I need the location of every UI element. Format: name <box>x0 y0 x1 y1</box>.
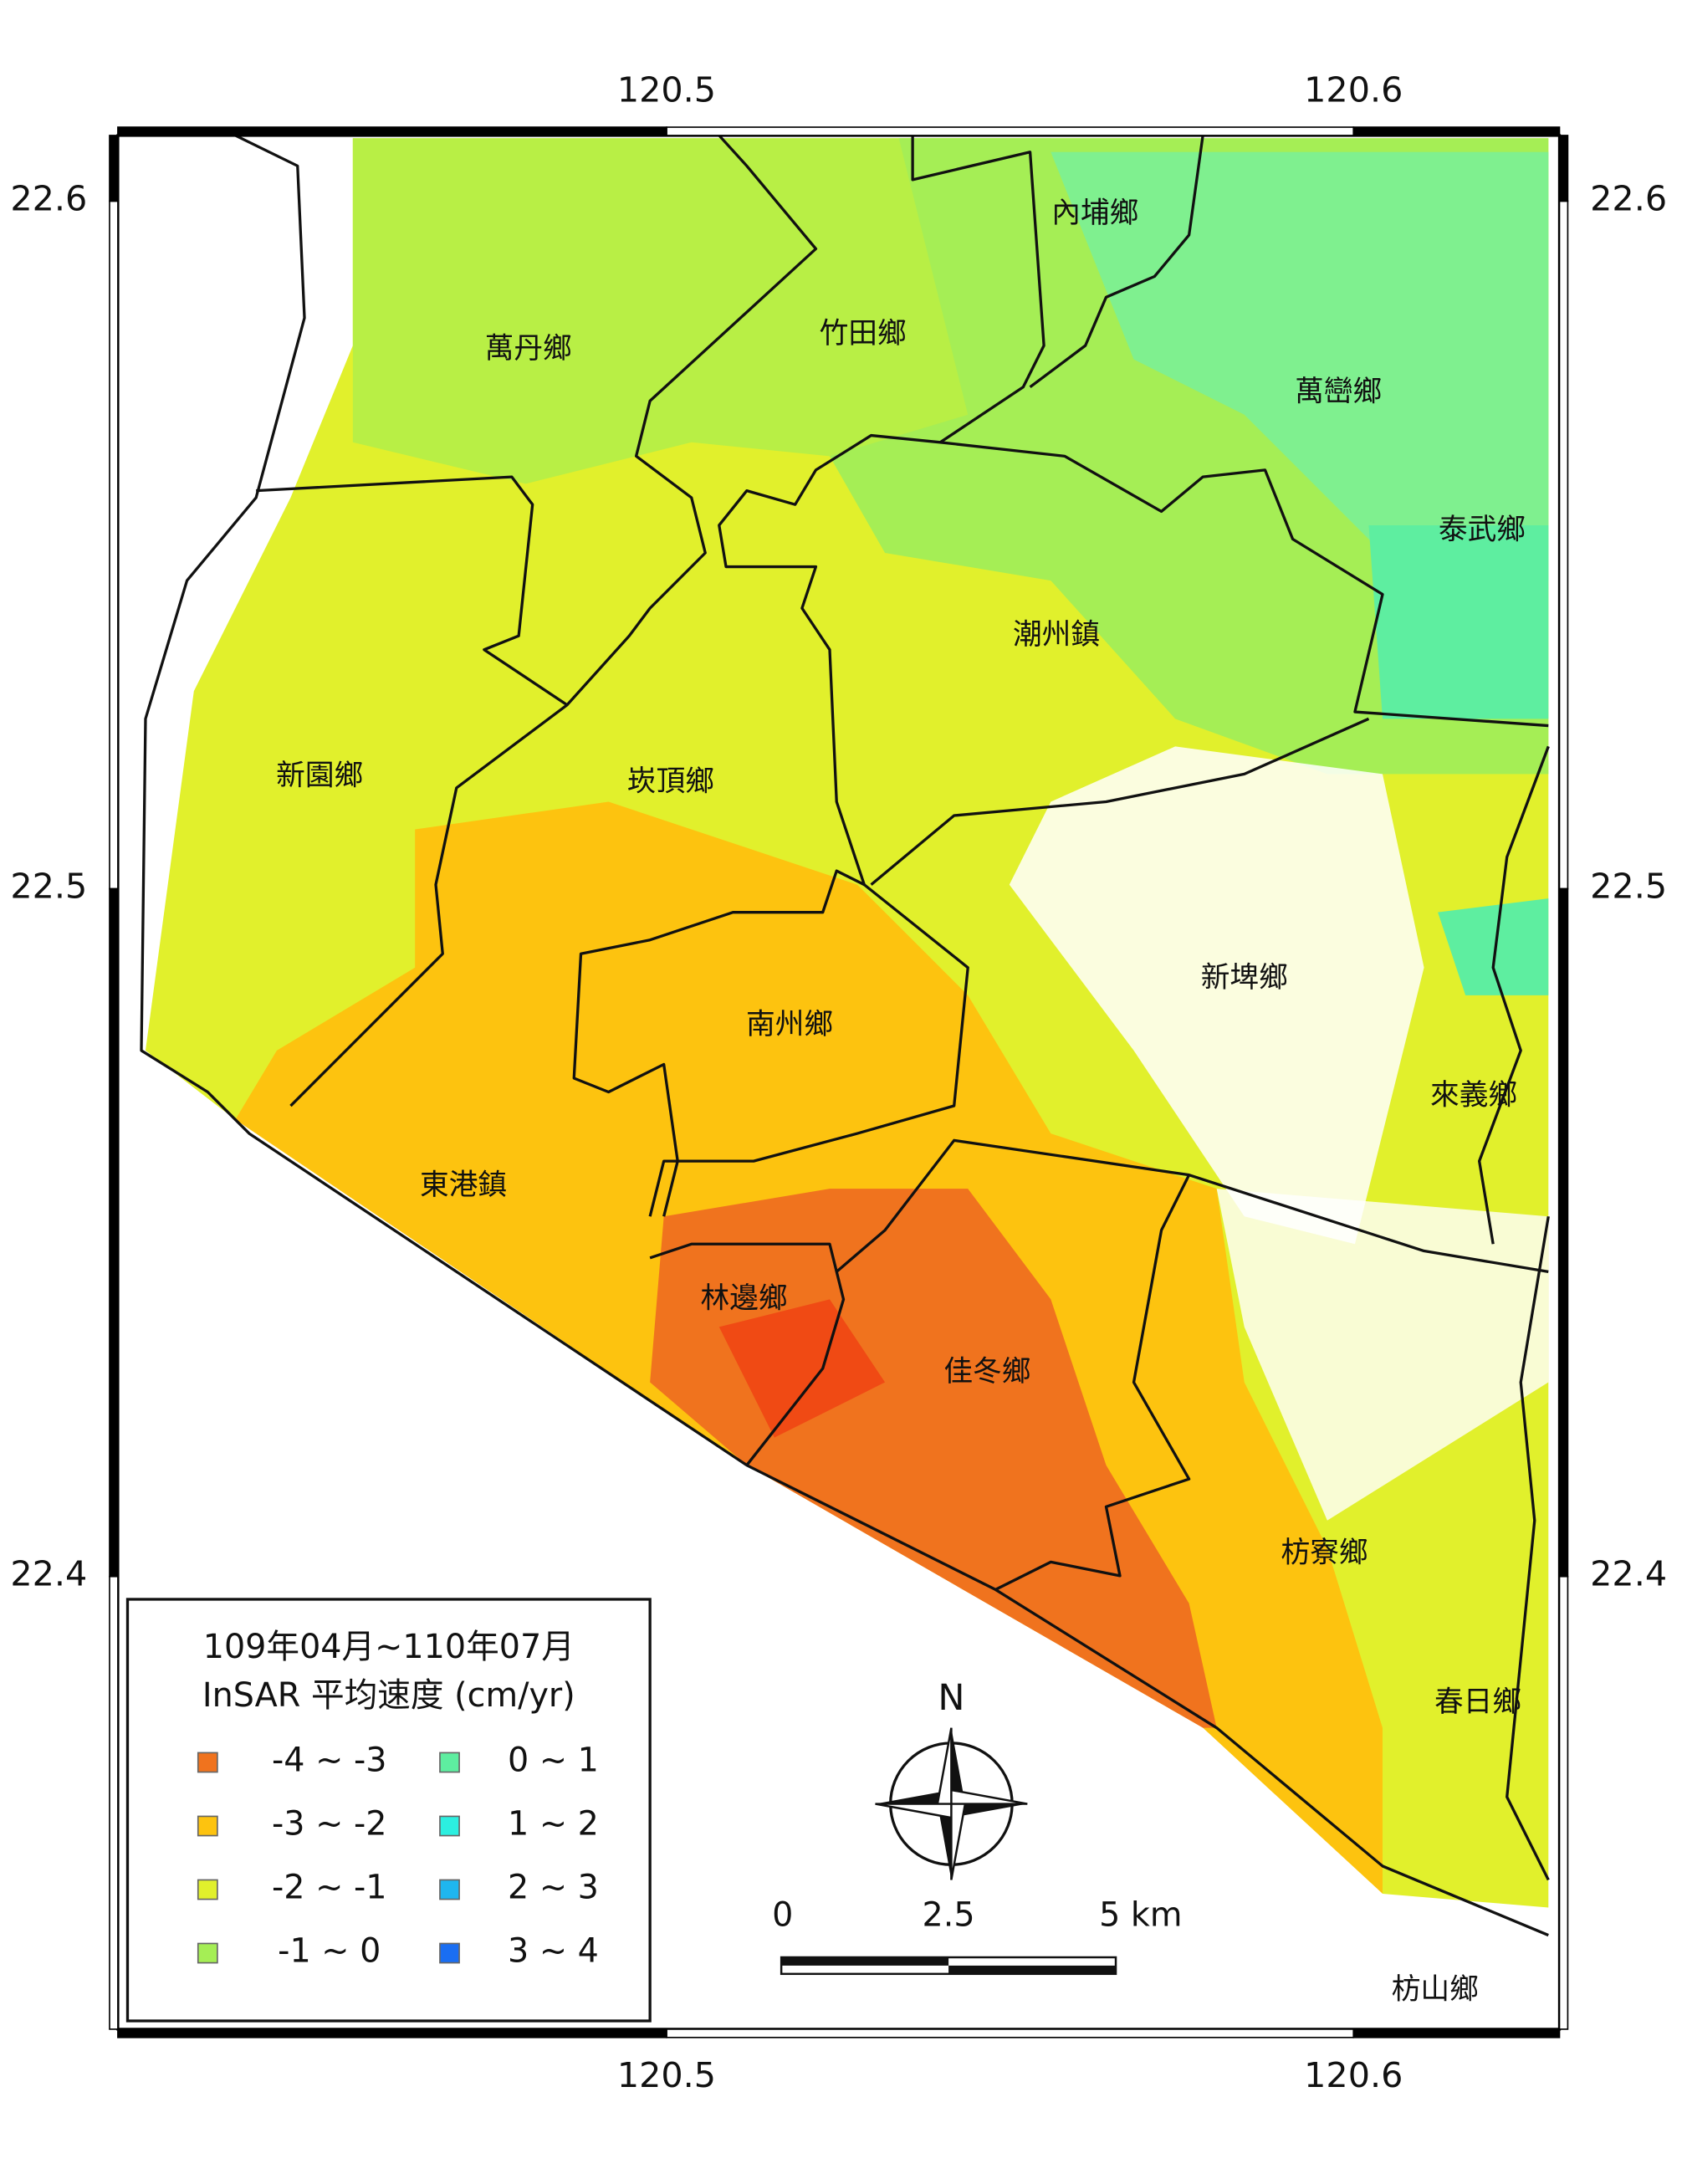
legend-swatch <box>439 1815 460 1837</box>
frame-bar <box>117 126 667 136</box>
township-label: 萬丹鄉 <box>485 332 572 366</box>
frame-bar <box>109 200 119 890</box>
legend-swatch <box>197 1815 218 1837</box>
township-label: 林邊鄉 <box>700 1281 787 1315</box>
lat-tick-label: 22.4 <box>10 1554 87 1594</box>
scale-label: 0 <box>772 1896 793 1935</box>
legend-title: 109年04月~110年07月 <box>203 1628 575 1666</box>
legend-label: 0 ~ 1 <box>508 1741 599 1779</box>
township-label: 枋寮鄉 <box>1281 1536 1368 1569</box>
township-label: 春日鄉 <box>1434 1685 1521 1719</box>
frame-bar <box>1558 887 1569 1578</box>
lon-tick-label: 120.6 <box>1304 2055 1403 2095</box>
township-label: 崁頂鄉 <box>627 765 714 798</box>
frame-bar <box>666 2028 1355 2038</box>
lon-tick-label: 120.5 <box>617 2055 716 2095</box>
legend-swatch <box>197 1752 218 1773</box>
legend-label: 2 ~ 3 <box>508 1869 599 1907</box>
legend-swatch <box>439 1752 460 1773</box>
frame-bar <box>1558 135 1569 202</box>
legend-swatch <box>197 1879 218 1900</box>
frame-bar <box>109 1575 119 2030</box>
legend-label: -1 ~ 0 <box>278 1932 381 1971</box>
township-label: 佳冬鄉 <box>943 1355 1030 1389</box>
frame-bar <box>1352 2028 1561 2038</box>
legend-swatch <box>439 1879 460 1900</box>
township-label: 竹田鄉 <box>820 317 907 350</box>
legend-swatch <box>197 1942 218 1964</box>
township-label: 枋山鄉 <box>1392 1973 1479 2007</box>
legend-label: -2 ~ -1 <box>272 1869 387 1907</box>
township-label: 潮州鎮 <box>1013 618 1100 652</box>
raster <box>117 135 1560 2029</box>
lat-tick-label: 22.6 <box>1590 178 1667 218</box>
township-label: 萬巒鄉 <box>1295 375 1382 408</box>
legend-label: -3 ~ -2 <box>272 1804 387 1843</box>
lon-tick-label: 120.6 <box>1304 70 1403 110</box>
graticule: 120.5 120.5 120.6 120.6 22.6 22.6 22.5 22.5 22.4… <box>10 70 1667 2095</box>
lat-tick-label: 22.4 <box>1590 1554 1667 1594</box>
scale-bar: 0 2.5 5 km <box>772 1896 1183 1976</box>
frame-bar <box>666 126 1355 136</box>
township-label: 泰武鄉 <box>1439 514 1526 547</box>
township-label: 內埔鄉 <box>1051 197 1138 230</box>
legend-title: InSAR 平均速度 (cm/yr) <box>202 1676 575 1715</box>
township-label: 南州鄉 <box>746 1008 833 1041</box>
frame-bar <box>1352 126 1561 136</box>
frame-bar <box>109 135 119 202</box>
township-label: 東港鎮 <box>420 1169 507 1202</box>
frame-bar <box>117 2028 667 2038</box>
frame-bar <box>1558 1575 1569 2030</box>
scale-label: 2.5 <box>923 1896 975 1935</box>
lat-tick-label: 22.5 <box>10 867 87 907</box>
lat-tick-label: 22.6 <box>10 178 87 218</box>
legend: 109年04月~110年07月 InSAR 平均速度 (cm/yr) -4 ~ … <box>125 1598 652 2023</box>
legend-label: -4 ~ -3 <box>272 1741 387 1779</box>
north-label: N <box>938 1677 964 1719</box>
scale-label: 5 km <box>1099 1896 1182 1935</box>
township-label: 來義鄉 <box>1430 1078 1517 1112</box>
legend-label: 1 ~ 2 <box>508 1804 599 1843</box>
frame-bar <box>109 887 119 1578</box>
lat-tick-label: 22.5 <box>1590 867 1667 907</box>
township-label: 新園鄉 <box>276 760 363 793</box>
lon-tick-label: 120.5 <box>617 70 716 110</box>
legend-label: 3 ~ 4 <box>508 1932 599 1971</box>
compass: N <box>875 1677 1028 1880</box>
township-label: 新埤鄉 <box>1201 961 1288 995</box>
frame-bar <box>1558 200 1569 890</box>
legend-swatch <box>439 1942 460 1964</box>
